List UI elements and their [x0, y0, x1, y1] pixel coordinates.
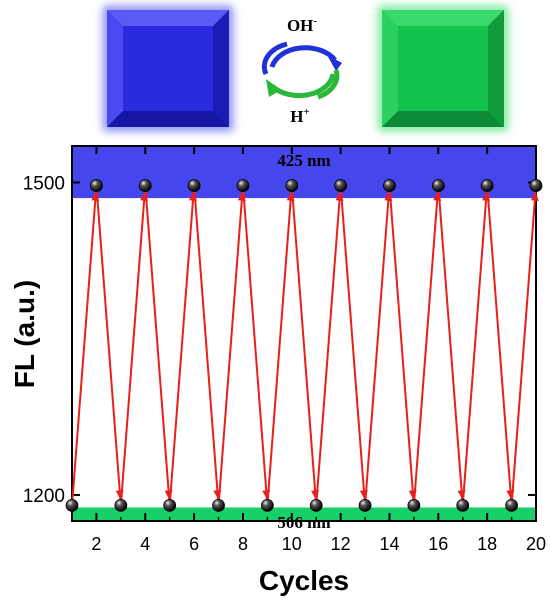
arrowhead: [482, 191, 491, 201]
data-point: [431, 179, 445, 192]
band-label-1: 506 nm: [277, 513, 330, 532]
x-tick-label: 8: [238, 534, 248, 554]
x-axis-label: Cycles: [259, 565, 349, 596]
data-point: [334, 179, 348, 192]
arrowhead: [237, 191, 246, 201]
blue-square-icon: [102, 5, 234, 132]
data-point: [285, 179, 299, 192]
x-tick-label: 4: [140, 534, 150, 554]
arrowhead: [188, 191, 197, 201]
arrowhead: [433, 191, 442, 201]
arrowhead: [91, 191, 100, 201]
x-tick-label: 6: [189, 534, 199, 554]
data-point: [90, 179, 103, 192]
plot-frame: [71, 145, 537, 522]
data-point: [480, 179, 494, 192]
x-tick-label: 10: [282, 534, 302, 554]
cycle-arrows-icon: [261, 41, 342, 100]
data-point: [236, 179, 250, 192]
arrowhead: [457, 490, 466, 500]
h-label: H+: [290, 106, 310, 126]
data-point: [383, 179, 396, 192]
oh-label: OH-: [287, 15, 317, 35]
arrowhead: [530, 191, 539, 201]
x-tick-label: 20: [526, 534, 546, 554]
band-1: [72, 507, 536, 521]
data-point: [65, 498, 79, 512]
x-tick-label: 14: [379, 534, 399, 554]
y-axis-label: FL (a.u.): [9, 280, 40, 388]
series-line: [71, 185, 537, 506]
green-square-icon: [377, 5, 509, 132]
arrowhead: [262, 490, 271, 500]
plot-area: 2 4 6 8 10 12 14 16 18 20 1200 1500 425 nm 506 nm: [23, 145, 546, 554]
arrowhead: [140, 191, 149, 201]
y-tick-label: 1200: [23, 486, 65, 507]
arrowhead: [384, 191, 393, 201]
data-point: [138, 179, 152, 192]
data-point: [187, 179, 201, 192]
arrowhead: [506, 490, 515, 500]
data-point: [309, 498, 323, 512]
arrowhead: [359, 490, 368, 500]
data-point: [529, 179, 543, 192]
x-tick-label: 12: [331, 534, 351, 554]
band-label-0: 425 nm: [277, 151, 330, 170]
arrowhead: [311, 490, 320, 500]
arrowhead: [408, 490, 417, 500]
data-point: [407, 498, 421, 512]
data-point: [212, 498, 225, 512]
arrowhead: [335, 191, 344, 201]
data-point: [456, 498, 470, 512]
arrowhead: [213, 490, 222, 500]
arrowhead: [115, 490, 124, 500]
data-point: [114, 498, 128, 512]
arrowhead: [164, 490, 173, 500]
y-tick-label: 1500: [23, 173, 65, 194]
x-tick-label: 16: [428, 534, 448, 554]
data-point: [358, 498, 372, 512]
arrowhead: [286, 191, 295, 201]
data-point: [260, 498, 274, 512]
x-tick-label: 18: [477, 534, 497, 554]
x-tick-label: 2: [91, 534, 101, 554]
data-point: [163, 498, 177, 512]
data-point: [505, 498, 518, 512]
